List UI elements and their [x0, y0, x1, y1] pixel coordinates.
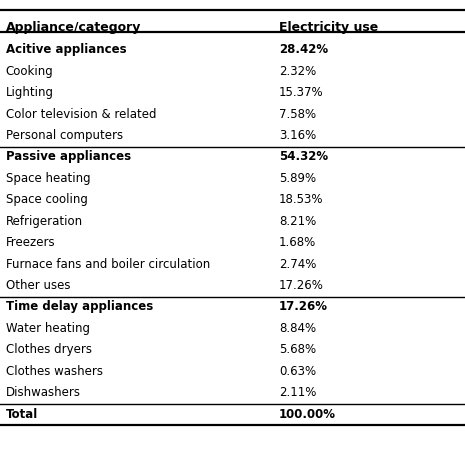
Text: Clothes washers: Clothes washers — [6, 365, 103, 378]
Text: Appliance/category: Appliance/category — [6, 21, 141, 34]
Text: 100.00%: 100.00% — [279, 407, 336, 421]
Text: 17.26%: 17.26% — [279, 279, 324, 292]
Text: 2.11%: 2.11% — [279, 386, 316, 399]
Text: 28.42%: 28.42% — [279, 43, 328, 57]
Text: Freezers: Freezers — [6, 236, 55, 249]
Text: 5.89%: 5.89% — [279, 172, 316, 185]
Text: Cooking: Cooking — [6, 65, 53, 78]
Text: Lighting: Lighting — [6, 86, 53, 99]
Text: 2.32%: 2.32% — [279, 65, 316, 78]
Text: 18.53%: 18.53% — [279, 193, 324, 206]
Text: Space cooling: Space cooling — [6, 193, 87, 206]
Text: Total: Total — [6, 407, 38, 421]
Text: 8.21%: 8.21% — [279, 215, 316, 228]
Text: Space heating: Space heating — [6, 172, 90, 185]
Text: Water heating: Water heating — [6, 322, 90, 335]
Text: 15.37%: 15.37% — [279, 86, 324, 99]
Text: 7.58%: 7.58% — [279, 107, 316, 121]
Text: 3.16%: 3.16% — [279, 129, 316, 142]
Text: Acitive appliances: Acitive appliances — [6, 43, 126, 57]
Text: 17.26%: 17.26% — [279, 300, 328, 314]
Text: Dishwashers: Dishwashers — [6, 386, 80, 399]
Text: Passive appliances: Passive appliances — [6, 150, 131, 163]
Text: Electricity use: Electricity use — [279, 21, 378, 34]
Text: 8.84%: 8.84% — [279, 322, 316, 335]
Text: 5.68%: 5.68% — [279, 343, 316, 357]
Text: Color television & related: Color television & related — [6, 107, 156, 121]
Text: 2.74%: 2.74% — [279, 258, 316, 271]
Text: Clothes dryers: Clothes dryers — [6, 343, 92, 357]
Text: 1.68%: 1.68% — [279, 236, 316, 249]
Text: 0.63%: 0.63% — [279, 365, 316, 378]
Text: 54.32%: 54.32% — [279, 150, 328, 163]
Text: Other uses: Other uses — [6, 279, 70, 292]
Text: Furnace fans and boiler circulation: Furnace fans and boiler circulation — [6, 258, 210, 271]
Text: Personal computers: Personal computers — [6, 129, 123, 142]
Text: Time delay appliances: Time delay appliances — [6, 300, 153, 314]
Text: Refrigeration: Refrigeration — [6, 215, 83, 228]
